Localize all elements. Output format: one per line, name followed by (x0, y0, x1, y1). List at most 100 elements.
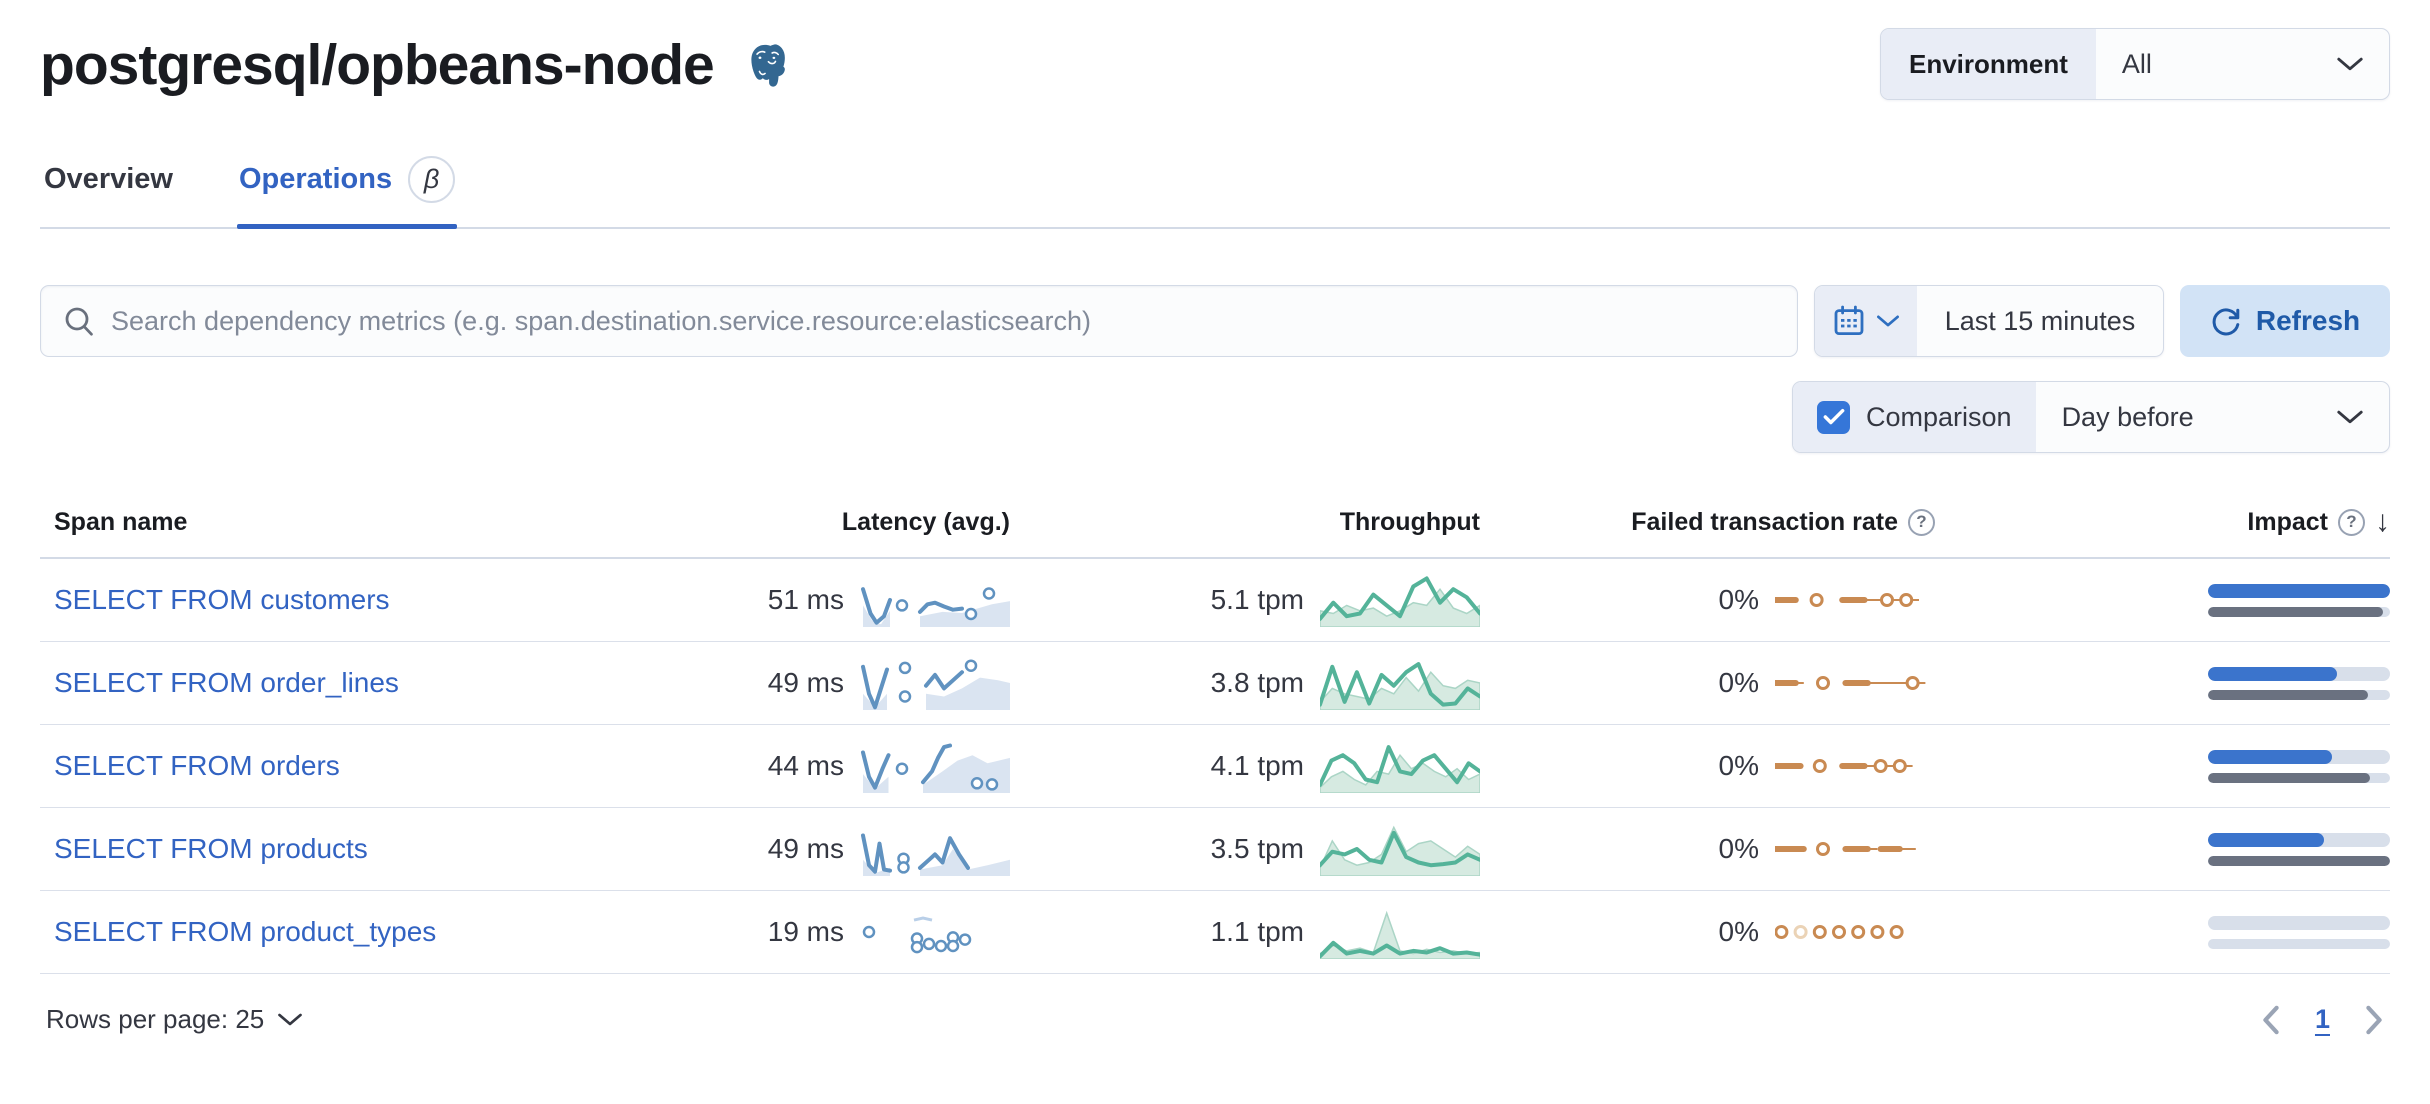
failed-rate-sparkline (1775, 667, 1935, 699)
impact-bars (2208, 749, 2390, 783)
calendar-icon (1834, 305, 1864, 335)
throughput-value: 5.1 tpm (1210, 584, 1304, 615)
latency-sparkline (860, 822, 1010, 876)
failed-rate-sparkline (1775, 916, 1935, 948)
failed-rate-value: 0% (1718, 916, 1759, 947)
latency-sparkline (860, 573, 1010, 627)
throughput-sparkline (1320, 739, 1480, 793)
latency-sparkline (860, 905, 1010, 959)
latency-value: 49 ms (767, 833, 844, 864)
throughput-sparkline (1320, 656, 1480, 710)
table-row: SELECT FROM order_lines 49 ms 3.8 tpm 0% (40, 642, 2390, 725)
table-row: SELECT FROM customers 51 ms 5.1 tpm 0% (40, 559, 2390, 642)
throughput-sparkline (1320, 822, 1480, 876)
impact-bar-current (2208, 915, 2390, 930)
operations-table: Span name Latency (avg.) Throughput Fail… (40, 505, 2390, 974)
latency-sparkline (860, 656, 1010, 710)
apm-dependency-page: postgresql/opbeans-node Environment All … (40, 18, 2390, 1035)
refresh-label: Refresh (2255, 305, 2361, 336)
span-name-link[interactable]: SELECT FROM order_lines (54, 667, 399, 698)
latency-value: 19 ms (767, 916, 844, 947)
previous-page-icon[interactable] (2261, 1005, 2281, 1035)
help-icon[interactable]: ? (2338, 508, 2365, 536)
page-number[interactable]: 1 (2314, 1004, 2330, 1034)
table-row: SELECT FROM orders 44 ms 4.1 tpm 0% (40, 725, 2390, 808)
failed-rate-sparkline (1775, 833, 1935, 865)
throughput-value: 4.1 tpm (1210, 750, 1304, 781)
impact-bar-current (2208, 666, 2390, 681)
tab-operations-label: Operations (238, 163, 393, 195)
throughput-value: 3.8 tpm (1210, 667, 1304, 698)
throughput-sparkline (1320, 905, 1480, 959)
search-input[interactable] (111, 305, 1775, 337)
impact-bars (2208, 666, 2390, 700)
sort-desc-icon[interactable]: ↓ (2375, 505, 2390, 538)
tab-overview-label: Overview (44, 163, 173, 195)
time-range-value[interactable]: Last 15 minutes (1944, 305, 2136, 336)
rows-per-page-button[interactable]: Rows per page: 25 (46, 1004, 303, 1035)
date-picker-quick-menu[interactable] (1815, 286, 1917, 356)
table-row: SELECT FROM product_types 19 ms 1.1 tpm … (40, 891, 2390, 974)
impact-bar-previous (2208, 606, 2390, 617)
span-name-link[interactable]: SELECT FROM customers (54, 584, 390, 615)
latency-value: 51 ms (767, 584, 844, 615)
comparison-select[interactable]: Day before (2036, 382, 2389, 452)
tab-operations[interactable]: Operations β (236, 146, 458, 229)
page-title: postgresql/opbeans-node (40, 33, 715, 97)
latency-value: 49 ms (767, 667, 844, 698)
page-header: postgresql/opbeans-node Environment All (40, 18, 2390, 100)
comparison-checkbox[interactable] (1817, 400, 1850, 434)
col-header-failed-rate[interactable]: Failed transaction rate ? (1480, 508, 1935, 537)
toolbar: Last 15 minutes Refresh (40, 285, 2390, 357)
col-header-throughput[interactable]: Throughput (1339, 507, 1480, 536)
date-picker[interactable]: Last 15 minutes (1814, 285, 2164, 357)
throughput-value: 1.1 tpm (1210, 916, 1304, 947)
check-icon (1823, 408, 1844, 425)
failed-rate-value: 0% (1718, 750, 1759, 781)
refresh-button[interactable]: Refresh (2180, 285, 2390, 357)
tab-overview[interactable]: Overview (42, 146, 175, 227)
pagination: 1 (2261, 1004, 2384, 1035)
impact-bar-current (2208, 583, 2390, 598)
comparison-label: Comparison (1866, 401, 2012, 432)
next-page-icon[interactable] (2364, 1005, 2384, 1035)
search-box (40, 285, 1798, 357)
latency-value: 44 ms (767, 750, 844, 781)
table-header-row: Span name Latency (avg.) Throughput Fail… (40, 505, 2390, 559)
chevron-down-icon (2337, 57, 2363, 71)
environment-label: Environment (1881, 29, 2096, 99)
comparison-value: Day before (2061, 401, 2194, 432)
failed-rate-value: 0% (1718, 584, 1759, 615)
span-name-link[interactable]: SELECT FROM product_types (54, 916, 437, 947)
failed-rate-value: 0% (1718, 833, 1759, 864)
rows-per-page-label: Rows per page: 25 (46, 1004, 265, 1034)
col-header-latency[interactable]: Latency (avg.) (841, 507, 1010, 536)
col-header-span-name[interactable]: Span name (54, 507, 188, 536)
throughput-sparkline (1320, 573, 1480, 627)
environment-value: All (2121, 48, 2152, 79)
col-header-impact[interactable]: Impact ? ↓ (2247, 505, 2390, 538)
impact-bars (2208, 832, 2390, 866)
postgresql-logo-icon (751, 44, 785, 87)
chevron-down-icon (1877, 315, 1899, 327)
impact-bar-previous (2208, 855, 2390, 866)
span-name-link[interactable]: SELECT FROM orders (54, 750, 340, 781)
comparison-control: Comparison Day before (1792, 381, 2390, 453)
search-icon (65, 307, 93, 336)
tab-bar: Overview Operations β (40, 146, 2390, 229)
beta-badge: β (408, 156, 456, 203)
refresh-icon (2212, 308, 2240, 336)
span-name-link[interactable]: SELECT FROM products (54, 833, 368, 864)
impact-bar-previous (2208, 772, 2390, 783)
throughput-value: 3.5 tpm (1210, 833, 1304, 864)
environment-filter[interactable]: Environment All (1880, 28, 2390, 100)
table-body: SELECT FROM customers 51 ms 5.1 tpm 0% S… (40, 559, 2390, 974)
chevron-down-icon (2337, 410, 2363, 424)
impact-bar-previous (2208, 689, 2390, 700)
impact-bar-current (2208, 749, 2390, 764)
failed-rate-value: 0% (1718, 667, 1759, 698)
table-footer: Rows per page: 25 1 (40, 1004, 2390, 1035)
impact-bars (2208, 583, 2390, 617)
help-icon[interactable]: ? (1908, 508, 1935, 536)
table-row: SELECT FROM products 49 ms 3.5 tpm 0% (40, 808, 2390, 891)
